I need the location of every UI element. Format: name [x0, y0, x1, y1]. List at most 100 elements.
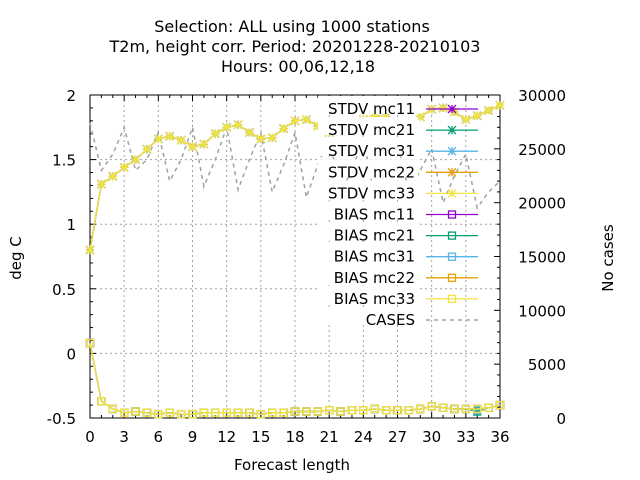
legend-label: STDV mc33: [328, 184, 415, 202]
data-point: [165, 131, 175, 141]
legend-marker: [447, 273, 457, 282]
data-point: [256, 409, 265, 419]
x-tick-label: 15: [251, 428, 270, 446]
data-point: [108, 404, 117, 414]
legend-label: STDV mc22: [328, 163, 415, 181]
y2-tick-label: 20000: [518, 195, 566, 213]
legend-label: BIAS mc11: [334, 206, 415, 224]
series-line-stdv-mc22: [89, 104, 501, 251]
y-axis-label: deg C: [7, 236, 25, 280]
legend-marker: [447, 252, 457, 261]
legend-label: CASES: [366, 311, 415, 329]
x-tick-label: 24: [354, 428, 373, 446]
legend-label: BIAS mc31: [334, 248, 415, 266]
data-point: [495, 400, 505, 410]
legend-item-stdv-mc33: STDV mc33: [318, 180, 478, 202]
data-point: [279, 124, 289, 134]
data-point: [416, 404, 425, 414]
data-point: [381, 406, 391, 415]
legend: STDV mc11 STDV mc21 STDV mc31 STDV mc22 STDV…: [318, 96, 478, 329]
legend-marker: [447, 294, 457, 304]
legend-item-stdv-mc31: STDV mc31: [318, 138, 478, 160]
legend-label: STDV mc31: [328, 142, 415, 160]
legend-marker: [447, 167, 457, 177]
data-point: [222, 408, 231, 417]
x-tick-label: 30: [422, 428, 441, 446]
series-line-stdv-mc33: [89, 104, 501, 251]
legend-item-bias-mc31: BIAS mc31: [318, 243, 478, 266]
data-point: [97, 397, 106, 406]
x-tick-label: 9: [188, 428, 198, 446]
series-bias-mc33: [85, 338, 505, 419]
data-point: [96, 179, 106, 189]
data-point: [484, 106, 494, 115]
data-point: [165, 408, 174, 417]
data-point: [415, 112, 425, 122]
data-point: [120, 408, 129, 417]
data-point: [302, 407, 311, 416]
data-point: [347, 406, 357, 415]
x-tick-label: 6: [154, 428, 164, 446]
legend-item-bias-mc11: BIAS mc11: [318, 201, 478, 224]
data-point: [210, 129, 220, 139]
legend-label-backdrop: [318, 201, 418, 220]
data-point: [153, 134, 163, 144]
legend-item-bias-mc21: BIAS mc21: [318, 222, 478, 245]
data-point: [427, 402, 436, 411]
data-point: [199, 139, 209, 149]
data-point: [256, 134, 266, 144]
data-point: [119, 162, 129, 172]
title-line-3: Hours: 00,06,12,18: [221, 57, 375, 76]
data-point: [381, 112, 391, 122]
data-point: [268, 408, 277, 417]
data-point: [279, 408, 288, 417]
legend-item-stdv-mc22: STDV mc22: [318, 159, 478, 181]
data-point: [245, 408, 254, 417]
y2-tick-label: 25000: [518, 141, 566, 159]
data-point: [313, 121, 323, 131]
data-point: [438, 103, 448, 113]
data-point: [85, 338, 95, 348]
legend-marker: [447, 231, 457, 240]
x-tick-label: 36: [490, 428, 509, 446]
data-point: [244, 128, 254, 137]
y-tick-label: -0.5: [47, 410, 76, 428]
data-point: [495, 100, 505, 110]
series-cases: [89, 122, 501, 210]
x-tick-label: 27: [388, 428, 407, 446]
y-tick-label: 2: [66, 87, 76, 105]
legend-label: BIAS mc33: [334, 290, 415, 308]
data-point: [473, 404, 482, 414]
legend-label-backdrop: [318, 222, 418, 241]
x-tick-label: 12: [217, 428, 236, 446]
data-point: [404, 406, 414, 415]
legend-label-backdrop: [318, 96, 418, 114]
x-tick-label: 18: [285, 428, 304, 446]
data-point: [370, 404, 379, 414]
legend-marker: [447, 188, 457, 198]
legend-label: STDV mc11: [328, 100, 415, 118]
legend-label: BIAS mc22: [334, 269, 415, 287]
legend-marker: [447, 146, 457, 156]
legend-label-backdrop: [318, 159, 418, 178]
legend-item-bias-mc33: BIAS mc33: [318, 285, 478, 308]
data-point: [301, 115, 311, 125]
data-point: [325, 406, 334, 415]
y-tick-label: 0.5: [52, 281, 76, 299]
data-point: [176, 409, 186, 419]
data-point: [188, 142, 197, 152]
data-point: [370, 111, 380, 121]
legend-item-stdv-mc21: STDV mc21: [318, 117, 478, 139]
data-point: [85, 245, 95, 255]
legend-label-backdrop: [318, 138, 418, 157]
data-point: [359, 406, 368, 415]
x-tick-label: 3: [119, 428, 129, 446]
chart-title: Selection: ALL using 1000 stations T2m, …: [109, 17, 481, 76]
title-line-2: T2m, height corr. Period: 20201228-20210…: [109, 37, 481, 56]
data-point: [211, 408, 220, 417]
legend-label-backdrop: [318, 117, 418, 136]
y2-axis-label: No cases: [599, 224, 617, 292]
data-point: [199, 408, 209, 417]
data-point: [450, 404, 459, 414]
data-point: [233, 408, 243, 417]
